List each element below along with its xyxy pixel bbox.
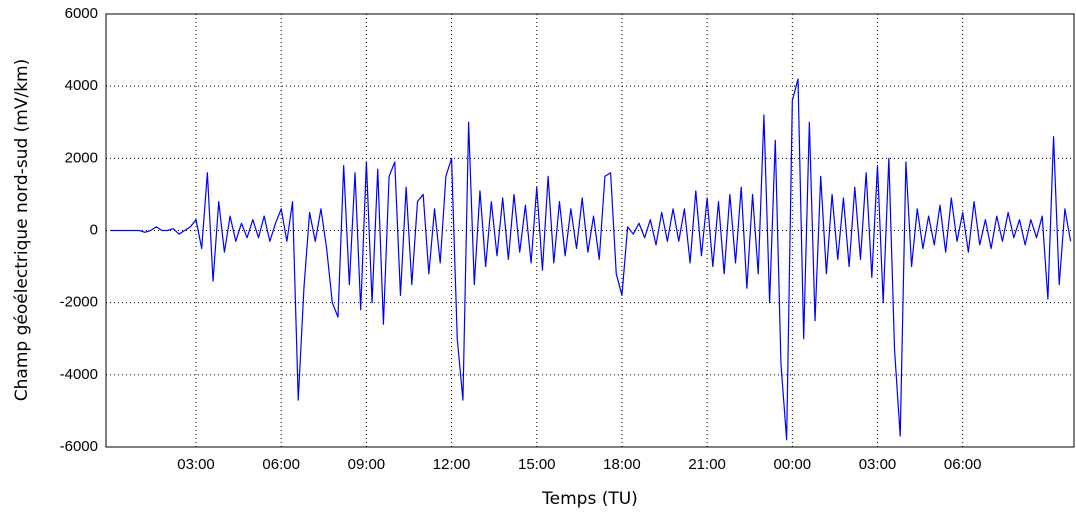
y-tick-label: -6000 xyxy=(60,438,98,455)
x-tick-label: 18:00 xyxy=(603,456,641,473)
y-tick-label: 4000 xyxy=(65,77,98,94)
x-tick-label: 21:00 xyxy=(688,456,726,473)
y-tick-label: 2000 xyxy=(65,149,98,166)
x-tick-label: 12:00 xyxy=(433,456,471,473)
x-tick-label: 06:00 xyxy=(262,456,300,473)
y-axis-title: Champ géoélectrique nord-sud (mV/km) xyxy=(12,59,32,401)
plot-frame xyxy=(105,13,1075,448)
y-tick-label: -2000 xyxy=(60,294,98,311)
x-tick-label: 03:00 xyxy=(177,456,215,473)
y-tick-label: 0 xyxy=(90,221,98,238)
y-tick-label: 6000 xyxy=(65,5,98,22)
x-tick-label: 03:00 xyxy=(859,456,897,473)
x-tick-label: 09:00 xyxy=(348,456,386,473)
x-tick-label: 00:00 xyxy=(774,456,812,473)
x-tick-label: 15:00 xyxy=(518,456,556,473)
y-tick-label: -4000 xyxy=(60,366,98,383)
x-tick-label: 06:00 xyxy=(944,456,982,473)
data-line xyxy=(110,78,1072,441)
x-axis-title: Temps (TU) xyxy=(541,489,638,509)
